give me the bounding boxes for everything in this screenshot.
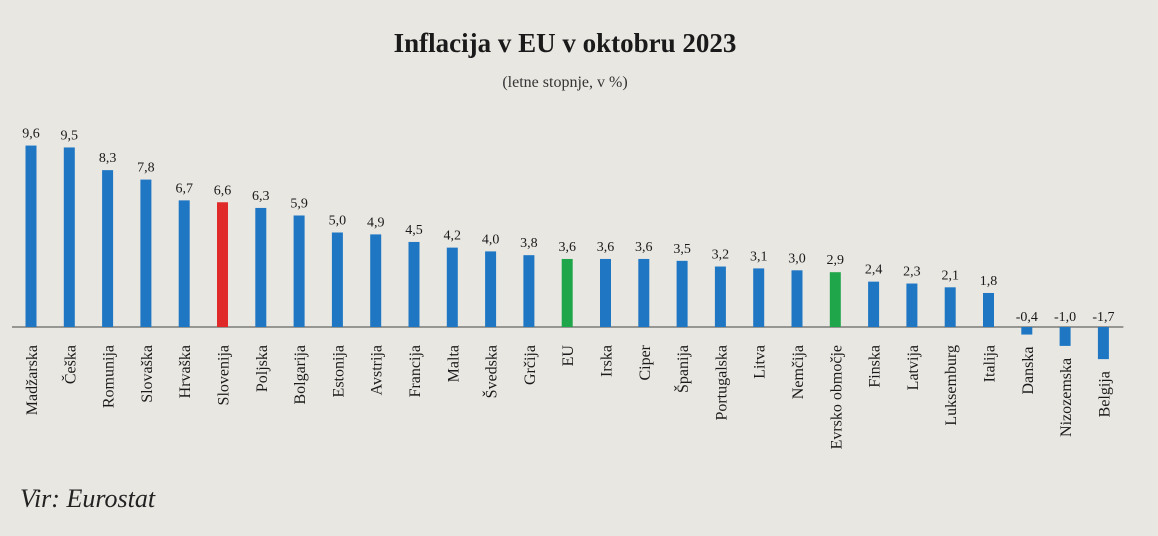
category-label: Romunija bbox=[101, 345, 118, 408]
bar bbox=[944, 287, 956, 327]
value-label: 4,9 bbox=[367, 215, 385, 230]
chart-title: Inflacija v EU v oktobru 2023 bbox=[393, 28, 737, 58]
bar bbox=[446, 247, 458, 327]
category-label: Malta bbox=[445, 345, 462, 382]
bar bbox=[791, 270, 803, 327]
category-label: Francija bbox=[407, 345, 424, 397]
value-label: 3,1 bbox=[750, 249, 768, 264]
category-label: Belgija bbox=[1096, 371, 1113, 417]
value-label: 5,9 bbox=[290, 196, 308, 211]
category-label: Luksemburg bbox=[943, 345, 960, 426]
value-label: 2,3 bbox=[903, 265, 921, 280]
category-label: Švedska bbox=[482, 345, 501, 398]
category-label: Latvija bbox=[905, 345, 922, 390]
bar bbox=[983, 292, 994, 327]
value-label: 3,2 bbox=[712, 248, 730, 263]
source-note: Vir: Eurostat bbox=[20, 484, 156, 513]
value-label: -1,7 bbox=[1092, 310, 1114, 325]
category-label: Poljska bbox=[254, 345, 271, 392]
value-label: 3,0 bbox=[788, 251, 806, 266]
category-label: Finska bbox=[867, 345, 884, 388]
value-label: 9,5 bbox=[61, 128, 79, 143]
value-label: -0,4 bbox=[1016, 310, 1038, 325]
category-label: Irska bbox=[599, 345, 616, 377]
category-label: Slovenija bbox=[216, 345, 233, 405]
value-label: 1,8 bbox=[980, 274, 998, 289]
category-label: Madžarska bbox=[24, 345, 41, 415]
category-label: Bolgarija bbox=[292, 345, 309, 405]
bar bbox=[370, 234, 382, 327]
category-label: Evrsko območje bbox=[828, 345, 845, 449]
bar bbox=[600, 258, 611, 327]
bar bbox=[255, 207, 267, 327]
value-label: 4,0 bbox=[482, 232, 500, 247]
bar bbox=[217, 202, 228, 327]
bar bbox=[523, 255, 535, 327]
bar bbox=[638, 258, 650, 327]
category-label: Danska bbox=[1020, 347, 1037, 395]
value-label: 3,8 bbox=[520, 236, 538, 251]
bar bbox=[753, 268, 765, 327]
value-label: -1,0 bbox=[1054, 310, 1076, 325]
bar bbox=[485, 251, 497, 327]
value-label: 2,1 bbox=[941, 268, 959, 283]
category-label: Nizozemska bbox=[1058, 358, 1075, 437]
bar bbox=[63, 147, 75, 327]
category-label: Grčija bbox=[522, 345, 539, 385]
category-label: Litva bbox=[752, 345, 769, 379]
value-label: 4,5 bbox=[405, 223, 423, 238]
value-label: 3,6 bbox=[597, 240, 615, 255]
bar bbox=[293, 215, 305, 327]
bar bbox=[829, 272, 841, 327]
category-label: Hrvaška bbox=[177, 345, 194, 398]
bar bbox=[408, 241, 420, 327]
value-label: 3,5 bbox=[673, 242, 691, 257]
category-label: Španija bbox=[673, 345, 692, 393]
value-label: 2,4 bbox=[865, 263, 883, 278]
value-label: 3,6 bbox=[635, 240, 653, 255]
bar bbox=[178, 200, 190, 327]
category-label: Češka bbox=[60, 345, 79, 384]
bar bbox=[906, 283, 918, 327]
chart-subtitle: (letne stopnje, v %) bbox=[502, 74, 628, 91]
category-label: Slovaška bbox=[139, 345, 156, 403]
bar bbox=[102, 170, 114, 327]
bar bbox=[676, 260, 688, 327]
bar bbox=[1059, 327, 1071, 346]
category-label: Estonija bbox=[330, 345, 347, 397]
value-label: 9,6 bbox=[22, 127, 40, 142]
value-label: 7,8 bbox=[137, 161, 155, 176]
bar bbox=[1097, 327, 1109, 360]
category-label: Italija bbox=[982, 345, 999, 382]
category-label: Avstrija bbox=[369, 345, 386, 395]
category-label: Ciper bbox=[637, 344, 654, 380]
category-label: EU bbox=[560, 345, 577, 367]
bar bbox=[868, 281, 880, 327]
value-label: 3,6 bbox=[558, 240, 576, 255]
bar bbox=[331, 232, 343, 327]
bar bbox=[561, 258, 573, 327]
value-label: 6,6 bbox=[214, 183, 232, 198]
bar bbox=[140, 179, 152, 327]
value-label: 4,2 bbox=[444, 229, 462, 244]
value-label: 8,3 bbox=[99, 151, 117, 166]
bar bbox=[714, 266, 726, 327]
value-label: 2,9 bbox=[827, 253, 845, 268]
value-label: 6,7 bbox=[175, 181, 193, 196]
value-label: 6,3 bbox=[252, 189, 270, 204]
category-label: Portugalska bbox=[713, 345, 730, 421]
category-label: Nemčija bbox=[790, 345, 807, 399]
value-label: 5,0 bbox=[329, 214, 347, 229]
bar bbox=[25, 145, 37, 327]
bar bbox=[1021, 327, 1033, 335]
